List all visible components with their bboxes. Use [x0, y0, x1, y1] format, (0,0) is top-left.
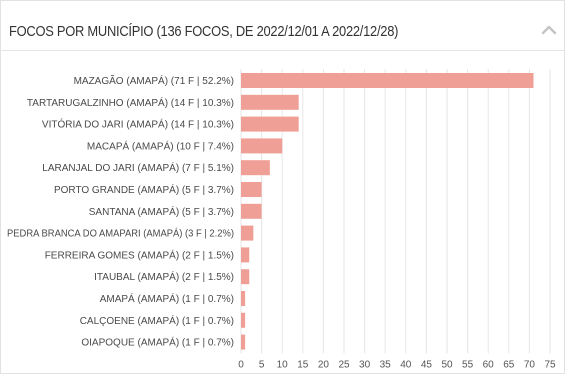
x-tick-label: 40	[400, 359, 412, 370]
bar	[241, 116, 299, 132]
bar	[241, 291, 246, 306]
bar	[241, 160, 270, 176]
category-label: MACAPÁ (AMAPÁ) (10 F | 7.4%)	[87, 139, 234, 152]
bar	[241, 334, 246, 350]
category-label: TARTARUGALZINHO (AMAPÁ) (14 F | 10.3%)	[27, 96, 234, 109]
bar	[241, 203, 262, 219]
chevron-up-icon	[541, 25, 557, 35]
x-tick-label: 65	[503, 359, 515, 370]
bar	[241, 94, 299, 110]
category-label: MAZAGÃO (AMAPÁ) (71 F | 52.2%)	[74, 74, 234, 87]
x-tick-label: 5	[259, 359, 265, 370]
category-label: FERREIRA GOMES (AMAPÁ) (2 F | 1.5%)	[45, 248, 234, 261]
category-label: VITÓRIA DO JARI (AMAPÁ) (14 F | 10.3%)	[42, 118, 234, 131]
x-tick-label: 35	[380, 359, 392, 370]
category-label: OIAPOQUE (AMAPÁ) (1 F | 0.7%)	[81, 336, 234, 349]
panel-title: FOCOS POR MUNICÍPIO (136 FOCOS, DE 2022/…	[9, 23, 399, 40]
x-tick-label: 10	[277, 359, 289, 370]
x-tick-label: 75	[544, 359, 556, 370]
collapse-button[interactable]	[538, 19, 560, 41]
bar-chart: 0 5 10 15 20 25 30 35 40 45 50 55 60 65 70 75 MAZAGÃO (A…	[1, 61, 564, 373]
bar-chart-svg: 0 5 10 15 20 25 30 35 40 45 50 55 60 65 70 75 MAZAGÃO (A…	[7, 69, 556, 370]
bar	[241, 138, 283, 154]
x-tick-label: 50	[441, 359, 453, 370]
x-tick-label: 25	[338, 359, 350, 370]
category-label: CALÇOENE (AMAPÁ) (1 F | 0.7%)	[80, 314, 234, 327]
x-tick-label: 70	[524, 359, 536, 370]
category-label: SANTANA (AMAPÁ) (5 F | 3.7%)	[89, 205, 234, 218]
category-label: PORTO GRANDE (AMAPÁ) (5 F | 3.7%)	[54, 183, 234, 196]
x-tick-label: 30	[359, 359, 371, 370]
bar	[241, 269, 250, 285]
panel-header: FOCOS POR MUNICÍPIO (136 FOCOS, DE 2022/…	[1, 1, 564, 51]
x-tick-label: 60	[483, 359, 495, 370]
category-label: AMAPÁ (AMAPÁ) (1 F | 0.7%)	[100, 292, 234, 305]
bar	[241, 247, 250, 263]
x-tick-label: 0	[238, 359, 244, 370]
x-tick-label: 15	[297, 359, 309, 370]
bar	[241, 73, 534, 88]
x-tick-label: 20	[318, 359, 330, 370]
x-tick-label: 55	[462, 359, 474, 370]
category-label: ITAUBAL (AMAPÁ) (2 F | 1.5%)	[94, 270, 234, 283]
category-label: LARANJAL DO JARI (AMAPÁ) (7 F | 5.1%)	[42, 161, 234, 174]
category-label: PEDRA BRANCA DO AMAPARI (AMAPÁ) (3 F | 2…	[7, 227, 234, 240]
bar	[241, 182, 262, 197]
x-tick-label: 45	[421, 359, 433, 370]
bar	[241, 312, 246, 328]
bar	[241, 225, 254, 241]
